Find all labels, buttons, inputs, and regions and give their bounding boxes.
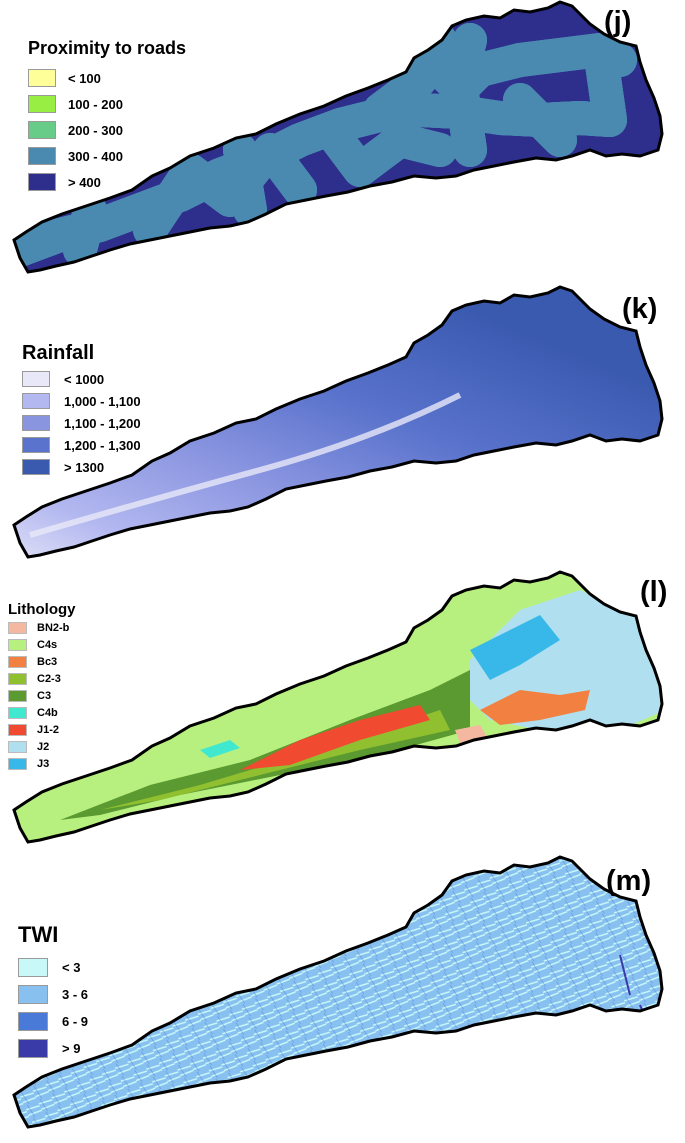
legend-swatch [28,147,56,165]
legend-twi: TWI < 3 3 - 6 6 - 9 > 9 [18,922,88,1066]
legend-lithology: Lithology BN2-b C4s Bc3 C2-3 C3 C4b J1-2… [8,601,76,775]
legend-swatch [22,459,50,475]
legend-swatch [28,121,56,139]
legend-item: 3 - 6 [18,985,88,1004]
panel-twi: (m) TWI < 3 3 - 6 6 - 9 > 9 [0,855,685,1143]
legend-item: 1,100 - 1,200 [22,415,141,431]
legend-item: 1,000 - 1,100 [22,393,141,409]
lithology-map [12,570,664,844]
legend-swatch [8,724,27,736]
legend-label: 6 - 9 [62,1014,89,1029]
legend-label: 200 - 300 [68,122,123,138]
legend-swatch [8,741,27,753]
legend-label: < 3 [62,960,81,975]
legend-swatch [28,69,56,87]
legend-item: Bc3 [8,656,76,668]
legend-label: 300 - 400 [68,148,123,164]
legend-item: > 1300 [22,459,141,475]
legend-label: > 1300 [64,459,105,475]
legend-label: > 9 [62,1041,81,1056]
valley-highlight [29,392,462,538]
panel-lithology: (l) Lithology BN2-b C4s Bc3 C2-3 C3 C4b … [0,570,685,855]
panel-rainfall: (k) Rainfall < 1000 1,000 - 1,100 1,100 … [0,285,685,570]
legend-item: > 9 [18,1039,88,1058]
legend-swatch [18,958,48,977]
legend-item: C3 [8,690,76,702]
legend-item: 6 - 9 [18,1012,88,1031]
legend-item: 300 - 400 [28,147,186,165]
legend-item: BN2-b [8,622,76,634]
legend-label: J3 [37,758,50,770]
panel-label-l: (l) [640,576,668,608]
panel-label-m: (m) [606,865,652,897]
legend-item: 1,200 - 1,300 [22,437,141,453]
legend-swatch [8,758,27,770]
legend-item: < 100 [28,69,186,87]
twi-surface [14,857,662,1127]
legend-label: 100 - 200 [68,96,123,112]
legend-swatch [22,437,50,453]
legend-title: TWI [18,922,59,947]
panel-proximity-to-roads: (j) Proximity to roads < 100 100 - 200 2… [0,0,685,285]
legend-swatch [8,673,27,685]
legend-label: 3 - 6 [62,987,89,1002]
legend-swatch [28,173,56,191]
unit-j1-2 [240,705,430,770]
unit-c4b [200,740,240,758]
legend-label: C3 [37,690,52,702]
legend-item: J3 [8,758,76,770]
legend-swatch [18,985,48,1004]
legend-label: > 400 [68,174,101,190]
road-buffers [14,23,637,267]
unit-c3 [60,670,470,820]
legend-swatch [28,95,56,113]
legend-swatch [8,656,27,668]
unit-j3 [470,615,560,680]
legend-item: C4b [8,707,76,719]
legend-label: BN2-b [37,622,70,634]
legend-label: 1,200 - 1,300 [64,437,141,453]
legend-swatch [18,1012,48,1031]
legend-item: C4s [8,639,76,651]
legend-label: Bc3 [37,656,58,668]
legend-label: < 1000 [64,371,105,387]
legend-item: 100 - 200 [28,95,186,113]
panel-label-k: (k) [622,293,658,325]
legend-roads: Proximity to roads < 100 100 - 200 200 -… [28,38,186,199]
legend-swatch [8,639,27,651]
legend-item: J1-2 [8,724,76,736]
legend-item: < 1000 [22,371,141,387]
legend-title: Proximity to roads [28,38,187,58]
legend-label: < 100 [68,70,101,86]
rainfall-map [12,285,664,559]
legend-label: 1,000 - 1,100 [64,393,141,409]
twi-map [12,855,664,1129]
legend-swatch [22,415,50,431]
legend-item: J2 [8,741,76,753]
legend-item: > 400 [28,173,186,191]
legend-label: C4b [37,707,58,719]
legend-title: Lithology [8,601,76,618]
legend-label: C4s [37,639,58,651]
legend-label: J2 [37,741,50,753]
legend-label: C2-3 [37,673,61,685]
legend-label: J1-2 [37,724,60,736]
legend-title: Rainfall [22,342,95,364]
legend-swatch [18,1039,48,1058]
legend-swatch [22,371,50,387]
legend-swatch [8,622,27,634]
unit-bc3 [480,690,590,725]
legend-item: 200 - 300 [28,121,186,139]
legend-swatch [8,690,27,702]
roads-map [12,0,664,274]
legend-label: 1,100 - 1,200 [64,415,141,431]
legend-swatch [8,707,27,719]
legend-item: C2-3 [8,673,76,685]
legend-rainfall: Rainfall < 1000 1,000 - 1,100 1,100 - 1,… [22,342,141,481]
panel-label-j: (j) [604,6,632,38]
legend-item: < 3 [18,958,88,977]
legend-swatch [22,393,50,409]
